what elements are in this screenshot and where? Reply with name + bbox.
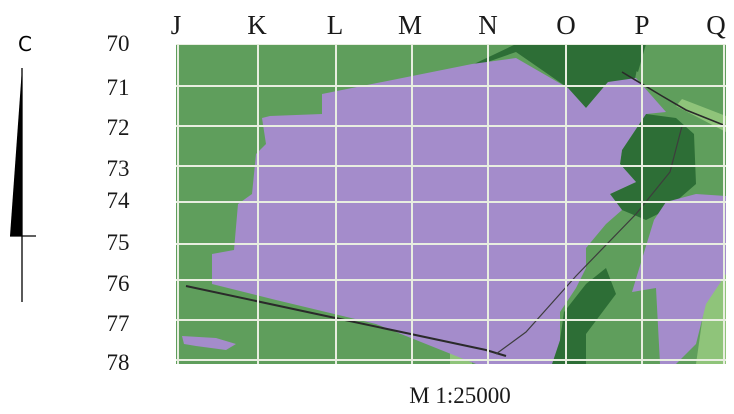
north-arrow: C [0,0,60,310]
purple-patch-southwest [182,336,236,350]
light-green-strip-lower [696,272,726,364]
row-label-73: 73 [106,156,130,181]
purple-area-main [212,58,666,364]
row-label-78: 78 [106,350,130,375]
column-label-l: L [326,10,344,40]
map-area [176,44,726,364]
column-label-o: O [556,10,576,40]
north-letter: C [18,32,32,56]
column-label-p: P [634,10,650,40]
row-label-74: 74 [106,188,130,213]
row-label-75: 75 [106,230,130,255]
row-label-70: 70 [106,31,130,56]
dark-woodland-north [616,44,646,72]
column-label-k: K [247,10,267,40]
grid-lines [176,44,726,364]
row-label-72: 72 [106,115,130,140]
dark-woodland-top [474,44,642,108]
scale-label: M 1:25000 [409,383,511,408]
column-label-m: M [397,10,422,40]
row-label-76: 76 [106,271,130,296]
dark-woodland-south [552,268,616,364]
north-arrow-icon [10,68,36,302]
row-label-71: 71 [106,75,130,100]
column-label-j: J [170,10,182,40]
row-label-77: 77 [106,311,130,336]
road-south [185,285,507,357]
column-label-q: Q [706,10,726,40]
column-label-n: N [478,10,498,40]
map-canvas [176,44,726,364]
